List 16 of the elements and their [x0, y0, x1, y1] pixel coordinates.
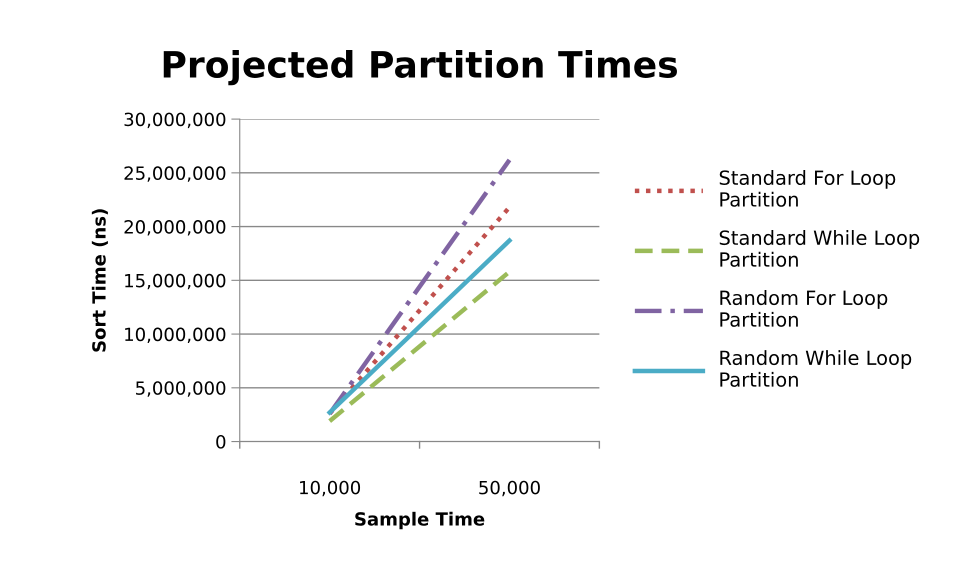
legend-label: Random For Loop Partition [720, 290, 888, 327]
y-tick-label: 5,000,000 [136, 381, 226, 397]
chart-title: Projected Partition Times [164, 50, 677, 86]
legend-label: Standard For Loop Partition [720, 170, 896, 207]
y-tick-label: 10,000,000 [125, 328, 226, 344]
y-tick-label: 25,000,000 [124, 166, 226, 182]
legend-label: Standard While Loop Partition [720, 230, 920, 267]
legend-label: Random While Loop Partition [720, 350, 912, 387]
y-tick-label: 15,000,000 [125, 274, 226, 290]
x-axis-title: Sample Time [355, 512, 484, 530]
x-tick-label: 10,000 [300, 480, 360, 496]
y-axis-title: Sort Time (ns) [92, 209, 108, 352]
y-tick-label: 0 [216, 435, 226, 449]
y-tick-label: 20,000,000 [124, 220, 226, 236]
x-tick-label: 50,000 [479, 480, 540, 496]
y-tick-label: 30,000,000 [124, 112, 226, 128]
